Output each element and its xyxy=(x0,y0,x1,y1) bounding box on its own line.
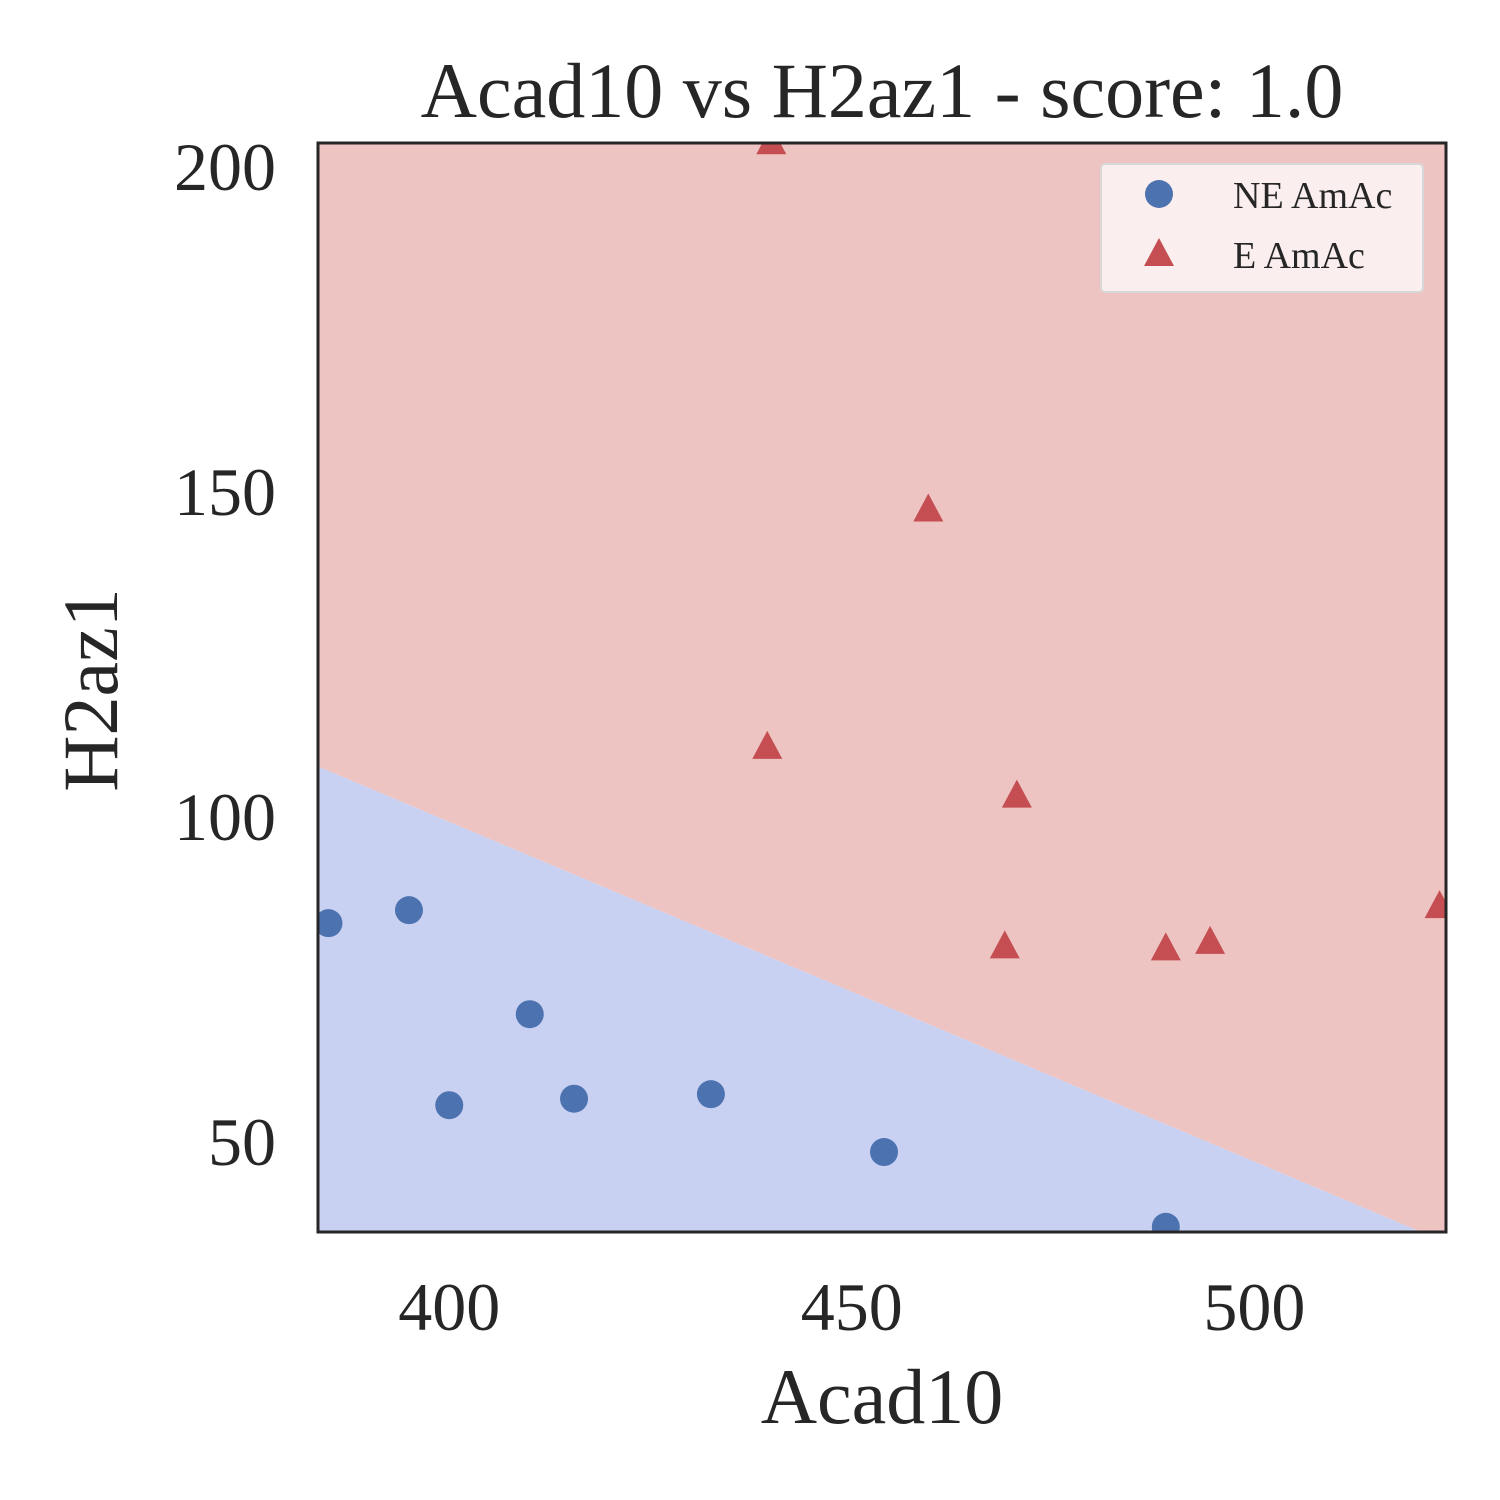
y-axis-label: H2az1 xyxy=(47,588,134,792)
point-ne-amac-2 xyxy=(515,1000,544,1029)
y-tick-150: 150 xyxy=(174,454,276,530)
legend-marker-e-amac xyxy=(1144,238,1174,266)
y-tick-200: 200 xyxy=(174,129,276,205)
point-ne-amac-0 xyxy=(318,909,343,938)
point-e-amac-5 xyxy=(1150,932,1181,961)
legend-label-ne-amac: NE AmAc xyxy=(1233,175,1392,217)
legend: NE AmAc E AmAc xyxy=(1100,163,1424,293)
decision-regions xyxy=(318,143,1446,1232)
point-ne-amac-1 xyxy=(394,896,423,925)
x-tick-500: 500 xyxy=(1203,1269,1305,1345)
x-tick-450: 450 xyxy=(801,1269,903,1345)
point-ne-amac-4 xyxy=(560,1084,589,1113)
x-axis-ticks: 400 450 500 xyxy=(398,1269,1305,1345)
legend-label-e-amac: E AmAc xyxy=(1233,235,1365,277)
chart-title: Acad10 vs H2az1 - score: 1.0 xyxy=(421,47,1344,134)
x-axis-label: Acad10 xyxy=(761,1353,1004,1440)
point-e-amac-6 xyxy=(1195,925,1226,954)
point-e-amac-3 xyxy=(1001,779,1032,808)
y-tick-50: 50 xyxy=(208,1104,276,1180)
y-axis-ticks: 50 100 150 200 xyxy=(174,129,276,1180)
region-ne-amac xyxy=(318,766,1446,1232)
point-ne-amac-6 xyxy=(870,1138,899,1167)
y-tick-100: 100 xyxy=(174,779,276,855)
point-e-amac-0 xyxy=(756,143,787,155)
point-e-amac-2 xyxy=(752,730,783,759)
plot-frame xyxy=(316,141,1448,1234)
point-e-amac-7 xyxy=(1424,890,1446,919)
point-ne-amac-3 xyxy=(435,1091,464,1120)
point-ne-amac-7 xyxy=(1151,1212,1180,1232)
data-points xyxy=(318,143,1446,1232)
point-e-amac-4 xyxy=(989,930,1020,959)
legend-box xyxy=(1100,163,1424,293)
point-e-amac-1 xyxy=(913,493,944,522)
legend-marker-ne-amac xyxy=(1145,180,1173,208)
point-ne-amac-5 xyxy=(696,1080,725,1109)
x-tick-400: 400 xyxy=(398,1269,500,1345)
